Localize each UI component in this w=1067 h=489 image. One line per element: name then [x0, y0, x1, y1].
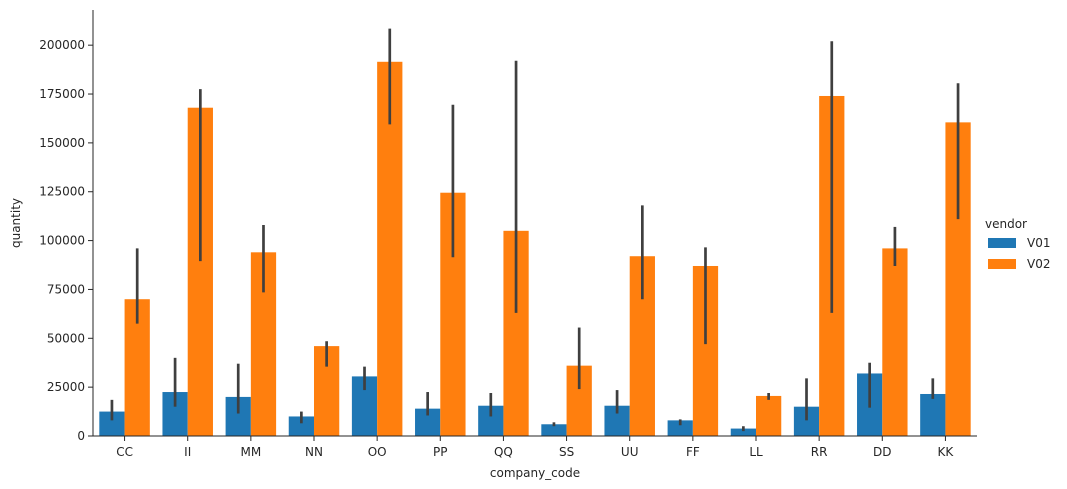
x-tick-label: MM: [240, 445, 261, 459]
x-tick-label: FF: [686, 445, 700, 459]
bar-V01-NN: [288, 416, 314, 436]
bar-V01-FF: [667, 420, 693, 436]
bar-V01-LL: [730, 428, 756, 436]
y-tick-label: 50000: [47, 331, 85, 345]
x-tick-label: QQ: [494, 445, 513, 459]
y-axis-label: quantity: [9, 198, 23, 248]
x-tick-label: DD: [873, 445, 891, 459]
y-tick-label: 25000: [47, 380, 85, 394]
legend-swatch-V02: [988, 259, 1016, 269]
x-tick-label: LL: [749, 445, 763, 459]
x-axis-ticks: CC II MM NN OO PP QQ SS UU FF LL RR DD KK: [116, 436, 954, 459]
y-tick-label: 100000: [39, 234, 85, 248]
x-axis-label: company_code: [490, 466, 580, 480]
x-tick-label: PP: [433, 445, 447, 459]
bar-V01-SS: [541, 424, 567, 436]
y-tick-label: 175000: [39, 87, 85, 101]
y-tick-label: 125000: [39, 185, 85, 199]
bar-V02-DD: [882, 248, 908, 436]
x-tick-label: NN: [305, 445, 323, 459]
legend: vendor V01 V02: [985, 217, 1050, 271]
x-tick-label: OO: [368, 445, 387, 459]
y-tick-label: 200000: [39, 38, 85, 52]
y-tick-label: 150000: [39, 136, 85, 150]
x-tick-label: KK: [938, 445, 955, 459]
y-tick-label: 75000: [47, 282, 85, 296]
x-tick-label: SS: [559, 445, 574, 459]
legend-swatch-V01: [988, 238, 1016, 248]
x-tick-label: CC: [116, 445, 133, 459]
legend-title: vendor: [985, 217, 1027, 231]
error-bars: [110, 28, 960, 432]
bar-V01-KK: [920, 393, 946, 436]
x-tick-label: II: [184, 445, 191, 459]
y-tick-label: 0: [77, 429, 85, 443]
bars: [99, 61, 971, 437]
x-tick-label: RR: [811, 445, 828, 459]
legend-label-V02: V02: [1027, 257, 1050, 271]
bar-V02-LL: [756, 395, 782, 436]
legend-label-V01: V01: [1027, 236, 1050, 250]
x-tick-label: UU: [621, 445, 639, 459]
y-axis-ticks: 0 25000 50000 75000 100000 125000 150000 175000…: [39, 38, 93, 443]
